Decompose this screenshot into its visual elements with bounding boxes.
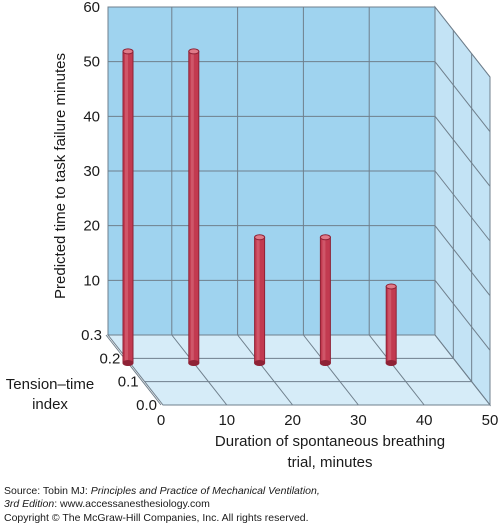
source-caption-line1: Source: Tobin MJ: Principles and Practic… — [4, 485, 320, 498]
bar-base-1 — [188, 360, 200, 366]
bar-2 — [254, 234, 266, 366]
source-prefix: Source: Tobin MJ: — [4, 485, 91, 497]
side-grid-line-y-10 — [434, 280, 491, 351]
bar-1 — [188, 48, 200, 366]
bar-base-3 — [319, 360, 331, 366]
bar-4 — [385, 283, 397, 366]
bar-cap-2 — [254, 234, 266, 241]
y-tick-label-50: 50 — [83, 54, 100, 71]
y-tick-label-60: 60 — [83, 0, 100, 16]
x-tick-label-30: 30 — [350, 412, 367, 429]
book-edition: 3rd Edition — [4, 498, 55, 510]
x-tick-label-10: 10 — [218, 412, 235, 429]
y-tick-label-30: 30 — [83, 163, 100, 180]
z-axis-title-line1: Tension–time — [6, 376, 94, 393]
x-axis-title-line1: Duration of spontaneous breathing — [215, 433, 445, 450]
y-tick-label-20: 20 — [83, 218, 100, 235]
z-tick-label-0.1: 0.1 — [118, 374, 139, 391]
side-grid-line-y-20 — [434, 225, 491, 296]
side-grid-line-y-30 — [434, 170, 491, 242]
z-axis-title-line2: index — [32, 396, 68, 413]
bar-highlight-2 — [256, 237, 260, 363]
y-tick-label-40: 40 — [83, 108, 100, 125]
x-tick-label-20: 20 — [284, 412, 301, 429]
side-grid-line-y-50 — [434, 61, 491, 132]
floor — [106, 334, 492, 406]
bar-cap-0 — [122, 48, 134, 55]
copyright-text: Copyright © The McGraw-Hill Companies, I… — [4, 512, 309, 524]
chart-ticks: 10 20 30 40 50 60 0 10 20 30 40 50 0.0 0.1 0.2 0.3 — [81, 0, 498, 429]
chart-bars — [122, 48, 397, 366]
chart-grid — [105, 6, 491, 406]
side-grid-line-y-60 — [434, 6, 491, 78]
bar-cap-3 — [319, 234, 331, 241]
bar-highlight-1 — [190, 51, 194, 364]
copyright-line: Copyright © The McGraw-Hill Companies, I… — [4, 512, 309, 525]
y-tick-label-10: 10 — [83, 272, 100, 289]
chart-walls — [106, 5, 492, 407]
bar-0 — [122, 48, 134, 366]
bar-highlight-0 — [125, 51, 128, 364]
source-url: : www.accessanesthesiology.com — [54, 498, 210, 510]
floor-grid-line-x-0 — [105, 334, 162, 406]
bar-base-0 — [122, 360, 134, 366]
z-tick-label-0.2: 0.2 — [99, 350, 120, 367]
book-title: Principles and Practice of Mechanical Ve… — [90, 485, 320, 497]
y-axis-title: Predicted time to task failure minutes — [52, 53, 69, 299]
bar-highlight-3 — [322, 237, 326, 363]
floor-grid-line-x-40 — [368, 334, 425, 406]
floor-grid-line-x-50 — [434, 334, 491, 406]
side-grid-line-y-40 — [434, 116, 491, 187]
z-tick-label-0.3: 0.3 — [81, 327, 102, 344]
x-tick-label-0: 0 — [157, 412, 165, 429]
bar-3 — [319, 234, 331, 366]
floor-grid-line-x-10 — [171, 334, 228, 406]
bar-highlight-4 — [388, 286, 392, 363]
bar-base-4 — [385, 360, 397, 366]
x-tick-label-50: 50 — [482, 412, 499, 429]
z-tick-label-0.0: 0.0 — [136, 397, 157, 414]
source-caption-line2: 3rd Edition: www.accessanesthesiology.co… — [4, 498, 210, 511]
bar-cap-4 — [385, 283, 397, 290]
bar-base-2 — [254, 360, 266, 366]
x-tick-label-40: 40 — [416, 412, 433, 429]
bar-cap-1 — [188, 48, 200, 55]
floor-grid-line-x-20 — [237, 334, 293, 406]
x-axis-title-line2: trial, minutes — [287, 454, 372, 471]
floor-grid-line-x-30 — [303, 334, 359, 406]
